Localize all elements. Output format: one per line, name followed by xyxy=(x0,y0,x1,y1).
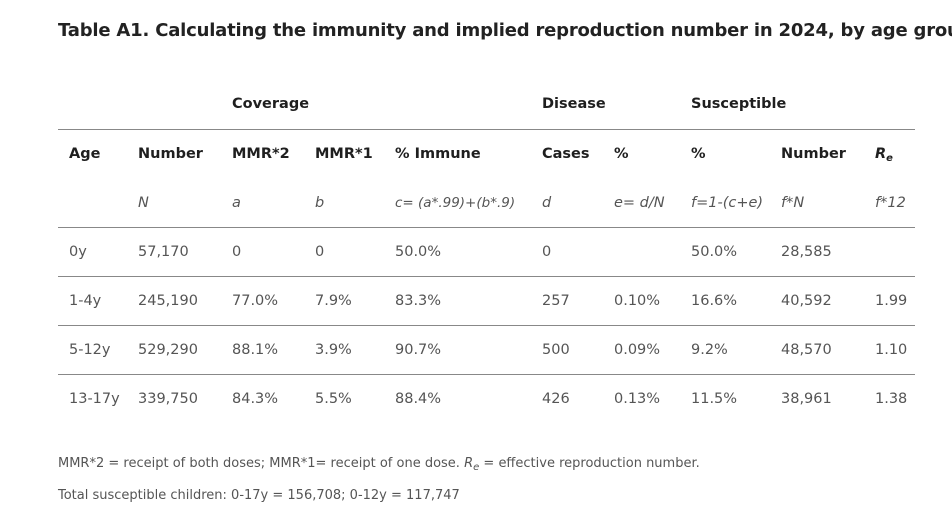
header-cases: Cases xyxy=(542,146,590,162)
footnote-totals: Total susceptible children: 0-17y = 156,… xyxy=(58,488,460,503)
group-coverage: Coverage xyxy=(232,96,310,112)
header-immune: % Immune xyxy=(395,146,481,162)
header-mmr2: MMR*2 xyxy=(232,146,290,162)
cell-susceptible-number: 28,585 xyxy=(781,244,832,260)
header-susceptible-number: Number xyxy=(781,146,846,162)
cell-cases: 500 xyxy=(542,342,570,358)
cell-immune: 50.0% xyxy=(395,244,442,260)
cell-age: 1-4y xyxy=(69,293,102,309)
formula-mmr1: b xyxy=(315,195,325,211)
header-re: Re xyxy=(875,144,893,169)
cell-cases: 0 xyxy=(542,244,552,260)
row-divider xyxy=(58,276,915,277)
cell-susceptible-number: 38,961 xyxy=(781,391,832,407)
formula-susceptible-number: f*N xyxy=(781,195,805,211)
cell-immune: 83.3% xyxy=(395,293,442,309)
formula-cases-pct: e= d/N xyxy=(614,195,665,211)
cell-immune: 90.7% xyxy=(395,342,442,358)
cell-re: 1.10 xyxy=(875,342,908,358)
cell-re: 1.38 xyxy=(875,391,908,407)
cell-mmr2: 88.1% xyxy=(232,342,279,358)
cell-number: 245,190 xyxy=(138,293,198,309)
group-disease: Disease xyxy=(542,96,606,112)
formula-cases: d xyxy=(542,195,552,211)
footnote-re-definition: = effective reproduction number. xyxy=(479,456,700,471)
header-re-sub: e xyxy=(886,153,893,164)
header-mmr1: MMR*1 xyxy=(315,146,373,162)
cell-susceptible-pct: 9.2% xyxy=(691,342,728,358)
header-re-main: R xyxy=(875,146,887,162)
cell-susceptible-number: 48,570 xyxy=(781,342,832,358)
cell-cases-pct: 0.10% xyxy=(614,293,661,309)
row-divider xyxy=(58,325,915,326)
cell-mmr2: 77.0% xyxy=(232,293,279,309)
row-divider xyxy=(58,227,915,228)
table-title: Table A1. Calculating the immunity and i… xyxy=(58,20,952,41)
cell-cases: 257 xyxy=(542,293,570,309)
cell-mmr1: 7.9% xyxy=(315,293,352,309)
cell-number: 529,290 xyxy=(138,342,198,358)
formula-re: f*12 xyxy=(875,195,906,211)
formula-immune: c= (a*.99)+(b*.9) xyxy=(395,195,516,211)
cell-age: 5-12y xyxy=(69,342,111,358)
group-susceptible: Susceptible xyxy=(691,96,787,112)
formula-number: N xyxy=(138,195,149,211)
cell-cases: 426 xyxy=(542,391,570,407)
cell-cases-pct: 0.13% xyxy=(614,391,661,407)
footnote-definitions-text: MMR*2 = receipt of both doses; MMR*1= re… xyxy=(58,456,465,471)
cell-susceptible-pct: 50.0% xyxy=(691,244,738,260)
cell-age: 13-17y xyxy=(69,391,120,407)
footnote-re: R xyxy=(464,456,474,471)
header-age: Age xyxy=(69,146,101,162)
header-cases-pct: % xyxy=(614,146,629,162)
header-susceptible-pct: % xyxy=(691,146,706,162)
footnote-definitions: MMR*2 = receipt of both doses; MMR*1= re… xyxy=(58,456,700,473)
footnote-re-sub: e xyxy=(473,462,480,473)
cell-age: 0y xyxy=(69,244,87,260)
cell-susceptible-pct: 16.6% xyxy=(691,293,738,309)
cell-number: 339,750 xyxy=(138,391,198,407)
cell-mmr2: 84.3% xyxy=(232,391,279,407)
cell-number: 57,170 xyxy=(138,244,189,260)
cell-cases-pct: 0.09% xyxy=(614,342,661,358)
row-divider xyxy=(58,374,915,375)
formula-mmr2: a xyxy=(232,195,241,211)
cell-mmr1: 3.9% xyxy=(315,342,352,358)
cell-immune: 88.4% xyxy=(395,391,442,407)
formula-susceptible-pct: f=1-(c+e) xyxy=(691,195,764,211)
cell-susceptible-number: 40,592 xyxy=(781,293,832,309)
cell-susceptible-pct: 11.5% xyxy=(691,391,738,407)
header-number: Number xyxy=(138,146,203,162)
header-rule xyxy=(58,129,915,130)
cell-mmr2: 0 xyxy=(232,244,242,260)
cell-re: 1.99 xyxy=(875,293,908,309)
cell-mmr1: 5.5% xyxy=(315,391,352,407)
cell-mmr1: 0 xyxy=(315,244,325,260)
